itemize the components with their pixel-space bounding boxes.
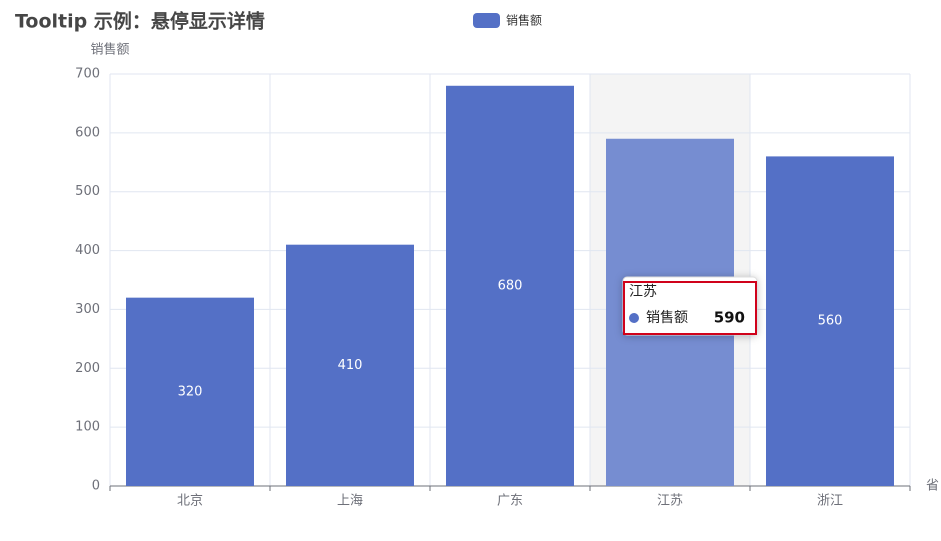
value-label: 680 xyxy=(498,278,523,293)
legend-label: 销售额 xyxy=(506,13,542,28)
y-tick-label: 400 xyxy=(75,243,100,258)
x-tick-label: 上海 xyxy=(337,494,363,509)
legend-swatch xyxy=(473,13,500,28)
value-label: 560 xyxy=(818,314,843,329)
x-tick-label: 浙江 xyxy=(817,494,843,509)
y-tick-label: 200 xyxy=(75,361,100,376)
tooltip-value: 590 xyxy=(714,309,745,327)
tooltip-title: 江苏 xyxy=(629,284,657,300)
bar xyxy=(286,244,414,486)
x-tick-label: 广东 xyxy=(497,494,523,509)
y-tick-label: 100 xyxy=(75,420,100,435)
bar xyxy=(446,85,574,487)
y-tick-label: 300 xyxy=(75,302,100,317)
bar xyxy=(126,297,254,486)
y-tick-label: 700 xyxy=(75,67,100,82)
value-label: 320 xyxy=(178,384,203,399)
x-axis-label: 省 xyxy=(926,479,939,494)
tooltip-dot xyxy=(629,313,639,323)
x-tick-label: 江苏 xyxy=(657,493,683,509)
y-tick-label: 600 xyxy=(75,125,100,140)
chart-title: Tooltip 示例：悬停显示详情 xyxy=(15,10,265,33)
y-tick-label: 0 xyxy=(92,479,100,494)
value-label: 410 xyxy=(338,358,363,373)
tooltip-series: 销售额 xyxy=(646,310,688,326)
y-tick-label: 500 xyxy=(75,184,100,199)
bar xyxy=(766,156,894,486)
highlight-outline xyxy=(623,281,757,335)
x-tick-label: 北京 xyxy=(177,494,203,509)
y-axis-label: 销售额 xyxy=(90,42,129,58)
